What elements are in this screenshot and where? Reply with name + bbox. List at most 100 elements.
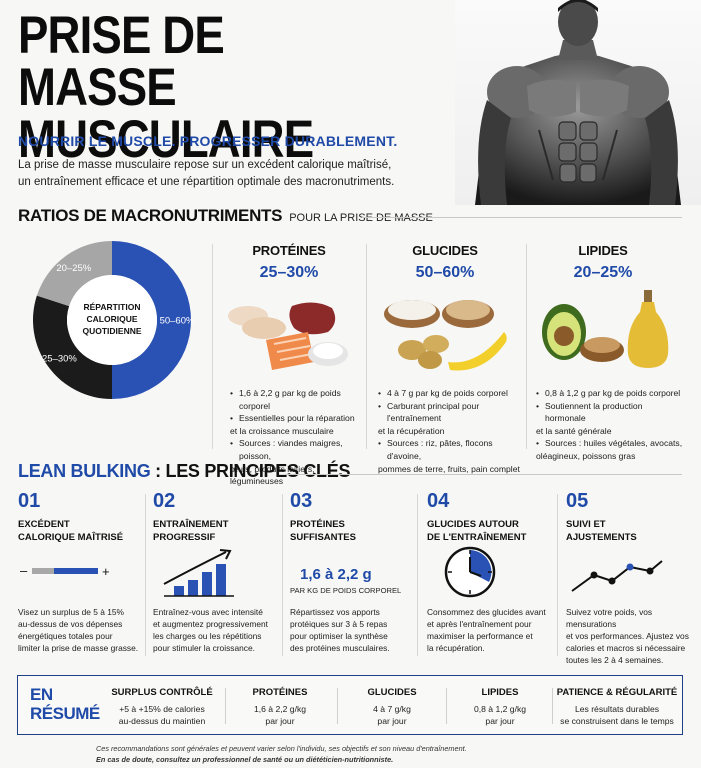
column-separator xyxy=(145,494,146,656)
bullet-text: 4 à 7 g par kg de poids corporel xyxy=(387,388,508,398)
principle-title: SUIVI ET AJUSTEMENTS xyxy=(566,518,694,544)
summary-text: +5 à +15% de calories au-dessus du maint… xyxy=(106,703,218,727)
desc-line: Consommez des glucides avant xyxy=(427,607,546,617)
desc-line: Visez un surplus de 5 à 15% xyxy=(18,607,124,617)
donut-center-label: QUOTIDIENNE xyxy=(82,326,141,336)
macro-name: LIPIDES xyxy=(578,243,628,258)
macro-percent: 20–25% xyxy=(573,264,633,281)
summary-head: LIPIDES xyxy=(481,687,519,698)
summary-separator xyxy=(552,688,553,724)
summary-text-line: par jour xyxy=(377,716,407,726)
title-separator: : xyxy=(155,461,161,481)
donut-slice-label: 25–30% xyxy=(42,354,77,365)
progress-chart-icon xyxy=(160,548,240,598)
intro-text: La prise de masse musculaire repose sur … xyxy=(18,157,438,191)
summary-col-glucides: GLUCIDES 4 à 7 g/kg par jour xyxy=(342,687,442,727)
macro-glucides: GLUCIDES 50–60% xyxy=(370,243,520,282)
bullet-text: et la croissance musculaire xyxy=(230,425,334,436)
title-line-2: MASSE MUSCULAIRE xyxy=(18,58,314,169)
tracking-line-icon xyxy=(566,555,666,597)
title-line: DE L'ENTRAÎNEMENT xyxy=(427,532,527,543)
title-line: SUFFISANTES xyxy=(290,532,356,543)
macro-bullets-proteines: • 1,6 à 2,2 g par kg de poids corporel • E… xyxy=(230,387,365,488)
principles-section-title: LEAN BULKING : LES PRINCIPES CLÉS xyxy=(18,461,350,482)
summary-text-line: 1,6 à 2,2 g/kg xyxy=(253,704,307,714)
desc-line: calories et macros si nécessaire xyxy=(566,643,686,653)
bullet-text: pommes de terre, fruits, pain complet xyxy=(378,463,520,474)
title-line: GLUCIDES AUTOUR xyxy=(427,519,519,530)
desc-line: et vos performances. Ajustez vos xyxy=(566,631,689,641)
donut-center xyxy=(67,275,157,365)
desc-line: les charges ou les répétitions xyxy=(153,631,262,641)
principle-number: 05 xyxy=(566,490,589,512)
summary-col-patience: PATIENCE & RÉGULARITÉ Les résultats dura… xyxy=(554,687,680,727)
summary-separator xyxy=(337,688,338,724)
protein-foods-image xyxy=(222,292,352,372)
clock-icon xyxy=(443,545,497,599)
title-line-1: PRISE DE xyxy=(18,6,225,65)
desc-line: la récupération. xyxy=(427,643,485,653)
fats-foods-image xyxy=(538,288,673,372)
donut-slice-label: 20–25% xyxy=(56,263,91,274)
macros-section-subtitle: POUR LA PRISE DE MASSE xyxy=(289,212,433,224)
title-principles: LES PRINCIPES CLÉS xyxy=(165,461,351,481)
summary-text-line: 0,8 à 1,2 g/kg xyxy=(473,704,527,714)
donut-center-label: CALORIQUE xyxy=(87,314,138,324)
title-line: PROGRESSIF xyxy=(153,532,216,543)
principle-desc: Répartissez vos apports protéiques sur 3… xyxy=(290,606,415,654)
summary-text: 4 à 7 g/kg par jour xyxy=(342,703,442,727)
desc-line: maximiser la performance et xyxy=(427,631,533,641)
title-line: EXCÉDENT xyxy=(18,519,70,530)
summary-head: SURPLUS CONTRÔLÉ xyxy=(111,687,213,698)
bullet-text: 1,6 à 2,2 g par kg de poids corporel xyxy=(239,388,341,411)
principle-desc: Consommez des glucides avant et après l'… xyxy=(427,606,557,654)
principle-number: 02 xyxy=(153,490,176,512)
bullet-text: Sources : huiles végétales, avocats, xyxy=(545,438,683,449)
bullet-text: et la santé générale xyxy=(536,425,612,436)
bullet-text: 0,8 à 1,2 g par kg de poids corporel xyxy=(545,388,681,398)
bullet-text: œufs, produits laitiers, légumineuses xyxy=(230,463,315,487)
summary-label-line: RÉSUMÉ xyxy=(30,704,100,723)
macro-donut-chart: 50–60% 25–30% 20–25% RÉPARTITION CALORIQUE QU… xyxy=(18,237,206,403)
desc-line: pour optimiser la synthèse xyxy=(290,631,388,641)
principle-title: GLUCIDES AUTOUR DE L'ENTRAÎNEMENT xyxy=(427,518,555,544)
macro-proteines: PROTÉINES 25–30% xyxy=(214,243,364,282)
column-separator xyxy=(526,244,527,449)
principle-number: 01 xyxy=(18,490,41,512)
macros-section-title: RATIOS DE MACRONUTRIMENTS xyxy=(18,206,283,225)
summary-col-proteines: PROTÉINES 1,6 à 2,2 g/kg par jour xyxy=(230,687,330,727)
donut-svg: 50–60% 25–30% 20–25% RÉPARTITION CALORIQUE QU… xyxy=(32,241,195,399)
desc-line: limiter la prise de masse grasse. xyxy=(18,643,139,653)
protein-big-value: 1,6 à 2,2 g xyxy=(300,566,372,583)
bullet-text: Essentielles pour la réparation xyxy=(239,413,355,424)
carbs-foods-image xyxy=(378,292,513,372)
column-separator xyxy=(282,494,283,656)
summary-text-line: au-dessus du maintien xyxy=(118,716,206,726)
disclaimer-line-bold: En cas de doute, consultez un profession… xyxy=(96,755,394,764)
summary-separator xyxy=(225,688,226,724)
macro-name: GLUCIDES xyxy=(412,243,478,258)
tagline: NOURRIR LE MUSCLE. PROGRESSER DURABLEMEN… xyxy=(18,133,398,149)
summary-text-line: Les résultats durables xyxy=(574,704,660,714)
disclaimer-line: Ces recommandations sont générales et pe… xyxy=(96,744,467,753)
summary-col-surplus: SURPLUS CONTRÔLÉ +5 à +15% de calories a… xyxy=(106,687,218,727)
section-divider xyxy=(285,474,682,475)
bullet-text: Sources : riz, pâtes, flocons d'avoine, xyxy=(387,438,493,461)
donut-slice-2 xyxy=(36,241,113,307)
summary-head: PATIENCE & RÉGULARITÉ xyxy=(556,687,678,698)
muscular-man-image xyxy=(455,0,701,205)
page-title: PRISE DE MASSE MUSCULAIRE xyxy=(18,6,405,169)
desc-line: protéiques sur 3 à 5 repas xyxy=(290,619,388,629)
protein-big-caption: PAR KG DE POIDS CORPOREL xyxy=(290,586,402,595)
desc-line: énergétiques totales pour xyxy=(18,631,113,641)
title-line: PROTÉINES xyxy=(290,519,345,530)
summary-label-line: EN xyxy=(30,685,53,704)
macro-percent: 50–60% xyxy=(415,264,475,281)
title-lean-bulking: LEAN BULKING xyxy=(18,461,151,481)
principle-02: 02 ENTRAÎNEMENT PROGRESSIF xyxy=(153,490,281,544)
title-line: CALORIQUE MAÎTRISÉ xyxy=(18,532,124,543)
desc-line: Répartissez vos apports xyxy=(290,607,380,617)
principle-number: 04 xyxy=(427,490,450,512)
summary-text-line: se construisent dans le temps xyxy=(560,716,674,726)
desc-line: toutes les 2 à 4 semaines. xyxy=(566,655,664,665)
